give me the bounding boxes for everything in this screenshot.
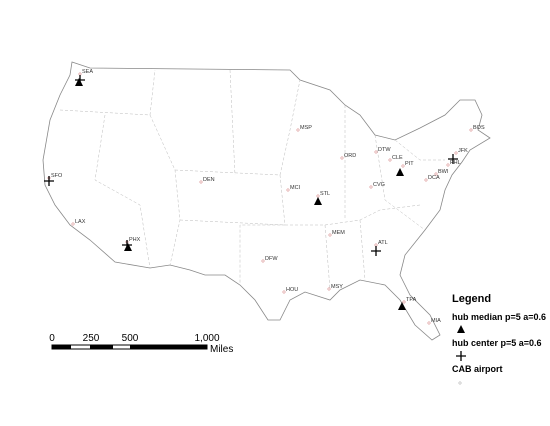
scale-label: 1,000 <box>194 333 219 344</box>
airport-dot <box>401 164 405 168</box>
scale-seg <box>52 345 71 349</box>
scale-unit: Miles <box>210 344 233 355</box>
hub-median <box>124 243 132 251</box>
hub-median <box>398 302 406 310</box>
airport-dot <box>388 158 392 162</box>
airport-dot <box>369 185 373 189</box>
airport-label: ATL <box>378 240 388 246</box>
legend-dot <box>458 381 462 385</box>
airport-label: BWI <box>438 169 449 175</box>
airport-label: LAX <box>75 219 86 225</box>
airport-dot <box>469 128 473 132</box>
legend-plus <box>456 351 466 361</box>
airport-dot <box>434 172 438 176</box>
airport-dot <box>374 150 378 154</box>
airport-dot <box>327 287 331 291</box>
airport-label: MCI <box>290 185 301 191</box>
hub-center <box>44 176 54 186</box>
scale-label: 0 <box>49 333 55 344</box>
airport-dot <box>427 321 431 325</box>
us-outline <box>42 61 491 341</box>
airport-dot <box>199 180 203 184</box>
airport-label: CVG <box>373 182 385 188</box>
airport-label: PHL <box>450 160 461 166</box>
airport-label: MSY <box>331 284 343 290</box>
state-lines <box>59 69 445 291</box>
airport-dot <box>261 259 265 263</box>
hub-median <box>75 78 83 86</box>
hub-center <box>122 240 132 250</box>
airport-label: SFO <box>51 173 63 179</box>
scale-bar: 0 250 500 1,000 Miles <box>49 333 233 355</box>
airport-label: MSP <box>300 125 312 131</box>
hub-centers <box>44 75 458 256</box>
airport-label: ORD <box>344 153 356 159</box>
airport-label: TPA <box>406 297 417 303</box>
hub-median <box>314 197 322 205</box>
airport-dot <box>340 156 344 160</box>
airport-label: HOU <box>286 287 298 293</box>
hub-center <box>448 154 458 164</box>
airport-dot <box>424 178 428 182</box>
scale-label: 250 <box>83 333 100 344</box>
legend: Legend hub median p=5 a=0.6 hub center p… <box>452 293 546 385</box>
scale-seg <box>90 345 113 349</box>
airport-label: SEA <box>82 69 93 75</box>
airport-label: DTW <box>378 147 391 153</box>
airport-dot <box>71 222 75 226</box>
airport-label: DCA <box>428 175 440 181</box>
scale-seg <box>130 345 207 349</box>
legend-hub-center: hub center p=5 a=0.6 <box>452 338 542 348</box>
hub-medians <box>75 78 406 310</box>
airport-label: MIA <box>431 318 441 324</box>
airport-label: STL <box>320 191 330 197</box>
airport-label: MEM <box>332 230 345 236</box>
airport-dot <box>402 300 406 304</box>
airport-dot <box>286 188 290 192</box>
airport-label: CLE <box>392 155 403 161</box>
airport-label: BOS <box>473 125 485 131</box>
legend-title: Legend <box>452 293 491 305</box>
scale-label: 500 <box>122 333 139 344</box>
legend-triangle <box>457 325 465 333</box>
airport-label: JFK <box>458 148 468 154</box>
airport-label: DFW <box>265 256 278 262</box>
airport-label: DEN <box>203 177 215 183</box>
airport-dot <box>282 290 286 294</box>
airport-label: PHX <box>129 237 141 243</box>
airports: SEASFOLAXPHXDENDFWHOUMSPMCISTLORDDTWCLEP… <box>47 69 485 325</box>
airport-dot <box>446 163 450 167</box>
hub-center <box>75 75 85 85</box>
hub-center <box>371 246 381 256</box>
airport-dot <box>328 233 332 237</box>
legend-hub-median: hub median p=5 a=0.6 <box>452 312 546 322</box>
legend-cab: CAB airport <box>452 364 503 374</box>
airport-label: PIT <box>405 161 414 167</box>
airport-dot <box>454 151 458 155</box>
hub-median <box>396 168 404 176</box>
airport-dot <box>296 128 300 132</box>
